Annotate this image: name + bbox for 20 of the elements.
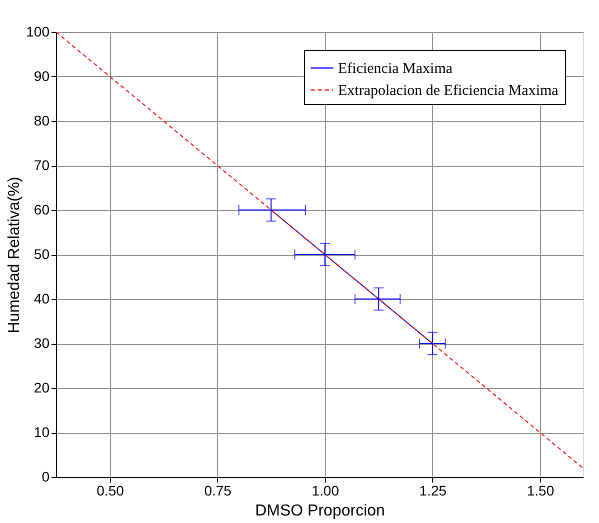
- x-tick-label: 0.50: [96, 482, 124, 498]
- x-tick-label: 0.75: [204, 482, 232, 498]
- y-tick-label: 50: [34, 246, 50, 262]
- y-tick-label: 40: [34, 290, 50, 306]
- y-tick-label: 30: [34, 335, 50, 351]
- legend-label: Eficiencia Maxima: [338, 61, 453, 77]
- legend-label: Extrapolacion de Eficiencia Maxima: [338, 83, 559, 99]
- y-tick-label: 100: [26, 24, 50, 40]
- y-tick-label: 90: [34, 68, 50, 84]
- y-axis-title: Humedad Relativa(%): [6, 176, 24, 334]
- y-tick-label: 10: [34, 424, 50, 440]
- x-axis-title: DMSO Proporcion: [255, 502, 385, 520]
- y-tick-label: 0: [42, 468, 50, 484]
- y-tick-label: 80: [34, 112, 50, 128]
- y-tick-label: 70: [34, 157, 50, 173]
- x-tick-label: 1.25: [419, 482, 447, 498]
- x-tick-label: 1.50: [526, 482, 554, 498]
- y-tick-label: 20: [34, 380, 50, 396]
- y-tick-label: 60: [34, 202, 50, 218]
- x-tick-label: 1.00: [312, 482, 340, 498]
